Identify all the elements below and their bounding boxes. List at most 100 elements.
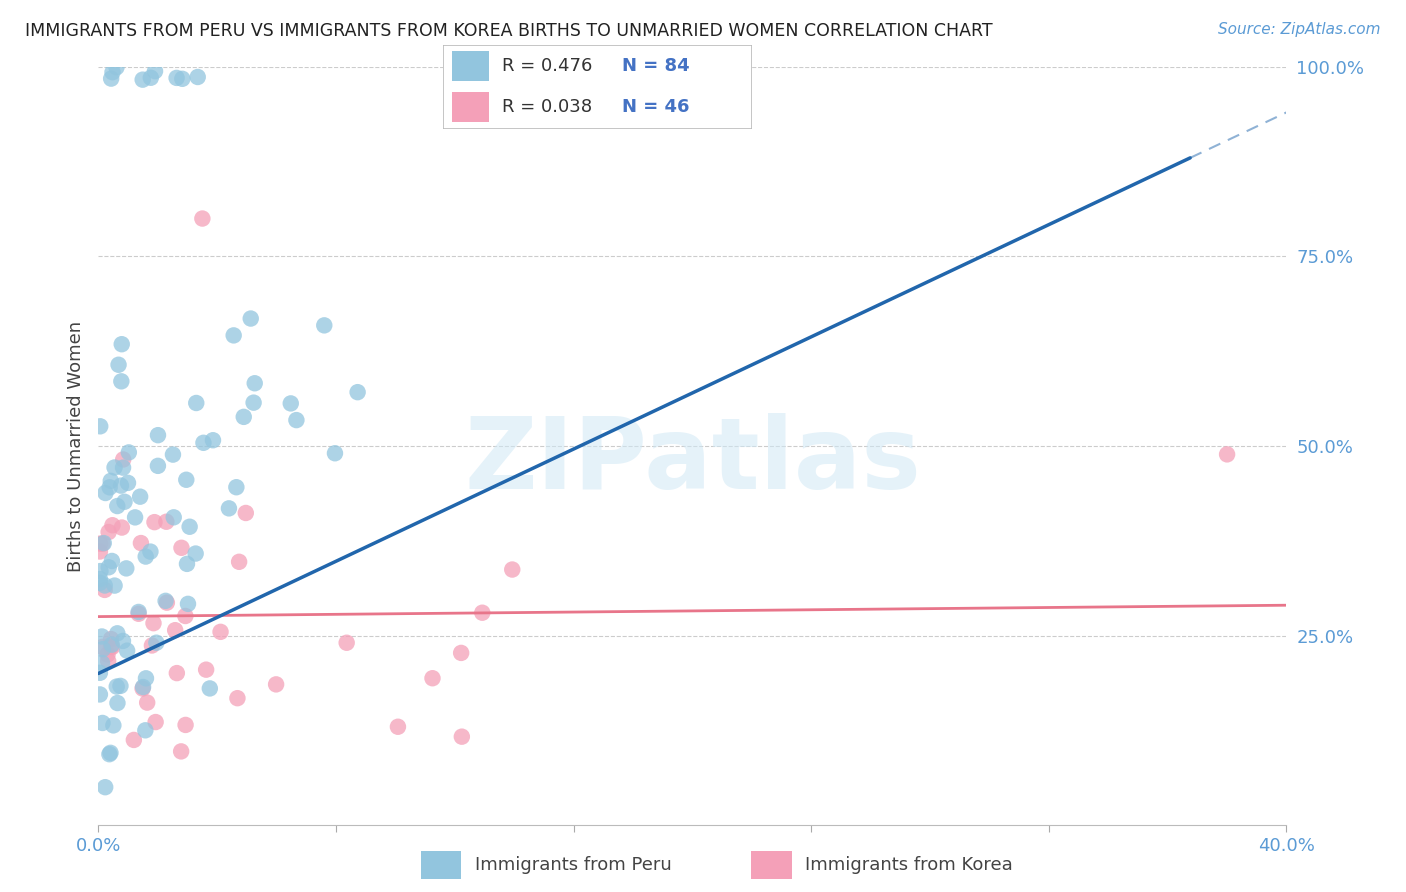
Point (112, 460, 135, 475)
Point (98, 480, 121, 494)
Point (91, 642, 114, 657)
Point (112, 452, 135, 467)
Point (124, 510, 146, 524)
Point (89, 572, 111, 586)
Point (450, 730, 472, 744)
Point (146, 428, 169, 442)
Point (101, 65, 124, 79)
Point (91, 536, 114, 550)
Point (146, 458, 169, 473)
Point (96, 648, 118, 662)
Point (93, 578, 115, 592)
Point (89, 419, 111, 434)
Text: Immigrants from Korea: Immigrants from Korea (806, 855, 1014, 874)
Point (100, 746, 122, 760)
Point (387, 720, 409, 734)
Point (90, 630, 112, 644)
Point (243, 376, 266, 391)
Point (97, 524, 120, 539)
Point (193, 435, 215, 450)
Point (115, 561, 138, 575)
Point (107, 358, 129, 372)
Text: IMMIGRANTS FROM PERU VS IMMIGRANTS FROM KOREA BIRTHS TO UNMARRIED WOMEN CORRELAT: IMMIGRANTS FROM PERU VS IMMIGRANTS FROM … (25, 22, 993, 40)
Point (114, 495, 136, 509)
Point (105, 680, 128, 694)
Point (91, 656, 114, 670)
Text: ZIPatlas: ZIPatlas (464, 413, 921, 509)
Point (314, 318, 336, 333)
Text: Source: ZipAtlas.com: Source: ZipAtlas.com (1218, 22, 1381, 37)
Point (187, 70, 209, 84)
Point (201, 434, 224, 448)
Text: Immigrants from Peru: Immigrants from Peru (475, 855, 672, 874)
Point (218, 501, 240, 516)
Point (111, 337, 134, 351)
Bar (453, 52, 489, 81)
Point (107, 696, 129, 710)
Point (100, 71, 122, 86)
Point (111, 634, 134, 648)
Point (280, 396, 302, 410)
Point (141, 639, 163, 653)
Point (174, 473, 197, 487)
Text: R = 0.038: R = 0.038 (502, 98, 592, 116)
Point (101, 640, 124, 654)
Point (195, 663, 218, 677)
Point (232, 409, 254, 424)
Point (501, 562, 523, 576)
Y-axis label: Births to Unmarried Women: Births to Unmarried Women (66, 320, 84, 572)
Point (94, 780, 117, 795)
Point (132, 680, 155, 694)
Point (89, 536, 111, 550)
Point (105, 499, 128, 513)
Point (177, 597, 200, 611)
Point (98, 747, 121, 762)
FancyBboxPatch shape (443, 45, 752, 129)
Point (191, 211, 214, 226)
Point (450, 646, 472, 660)
Point (136, 696, 159, 710)
Point (94, 486, 117, 500)
Point (242, 395, 264, 409)
Point (135, 671, 157, 685)
Point (105, 60, 128, 74)
Bar (420, 851, 461, 879)
Point (471, 606, 494, 620)
Point (143, 64, 166, 78)
Point (165, 623, 187, 637)
Point (93, 536, 115, 550)
Point (115, 643, 138, 657)
Point (139, 544, 162, 558)
Point (162, 448, 184, 462)
Point (264, 677, 287, 691)
Point (174, 718, 197, 732)
Point (93, 582, 115, 597)
Point (117, 475, 139, 490)
Point (91, 716, 114, 731)
Point (97, 654, 120, 668)
Point (89, 564, 111, 578)
Point (100, 632, 122, 646)
Bar (751, 851, 792, 879)
Point (155, 515, 177, 529)
Point (145, 636, 167, 650)
Point (1216, 447, 1239, 461)
Point (323, 446, 346, 460)
Point (170, 744, 193, 758)
Point (131, 72, 153, 87)
Point (129, 536, 152, 550)
Point (105, 626, 128, 640)
Point (166, 70, 188, 85)
Point (198, 681, 221, 696)
Point (186, 396, 208, 410)
Point (128, 607, 150, 621)
Point (110, 679, 132, 693)
Point (142, 616, 165, 631)
Point (103, 578, 125, 592)
Point (100, 638, 122, 652)
Point (170, 541, 193, 555)
Point (110, 478, 132, 492)
Point (176, 557, 198, 571)
Point (131, 681, 153, 696)
Point (225, 480, 247, 494)
